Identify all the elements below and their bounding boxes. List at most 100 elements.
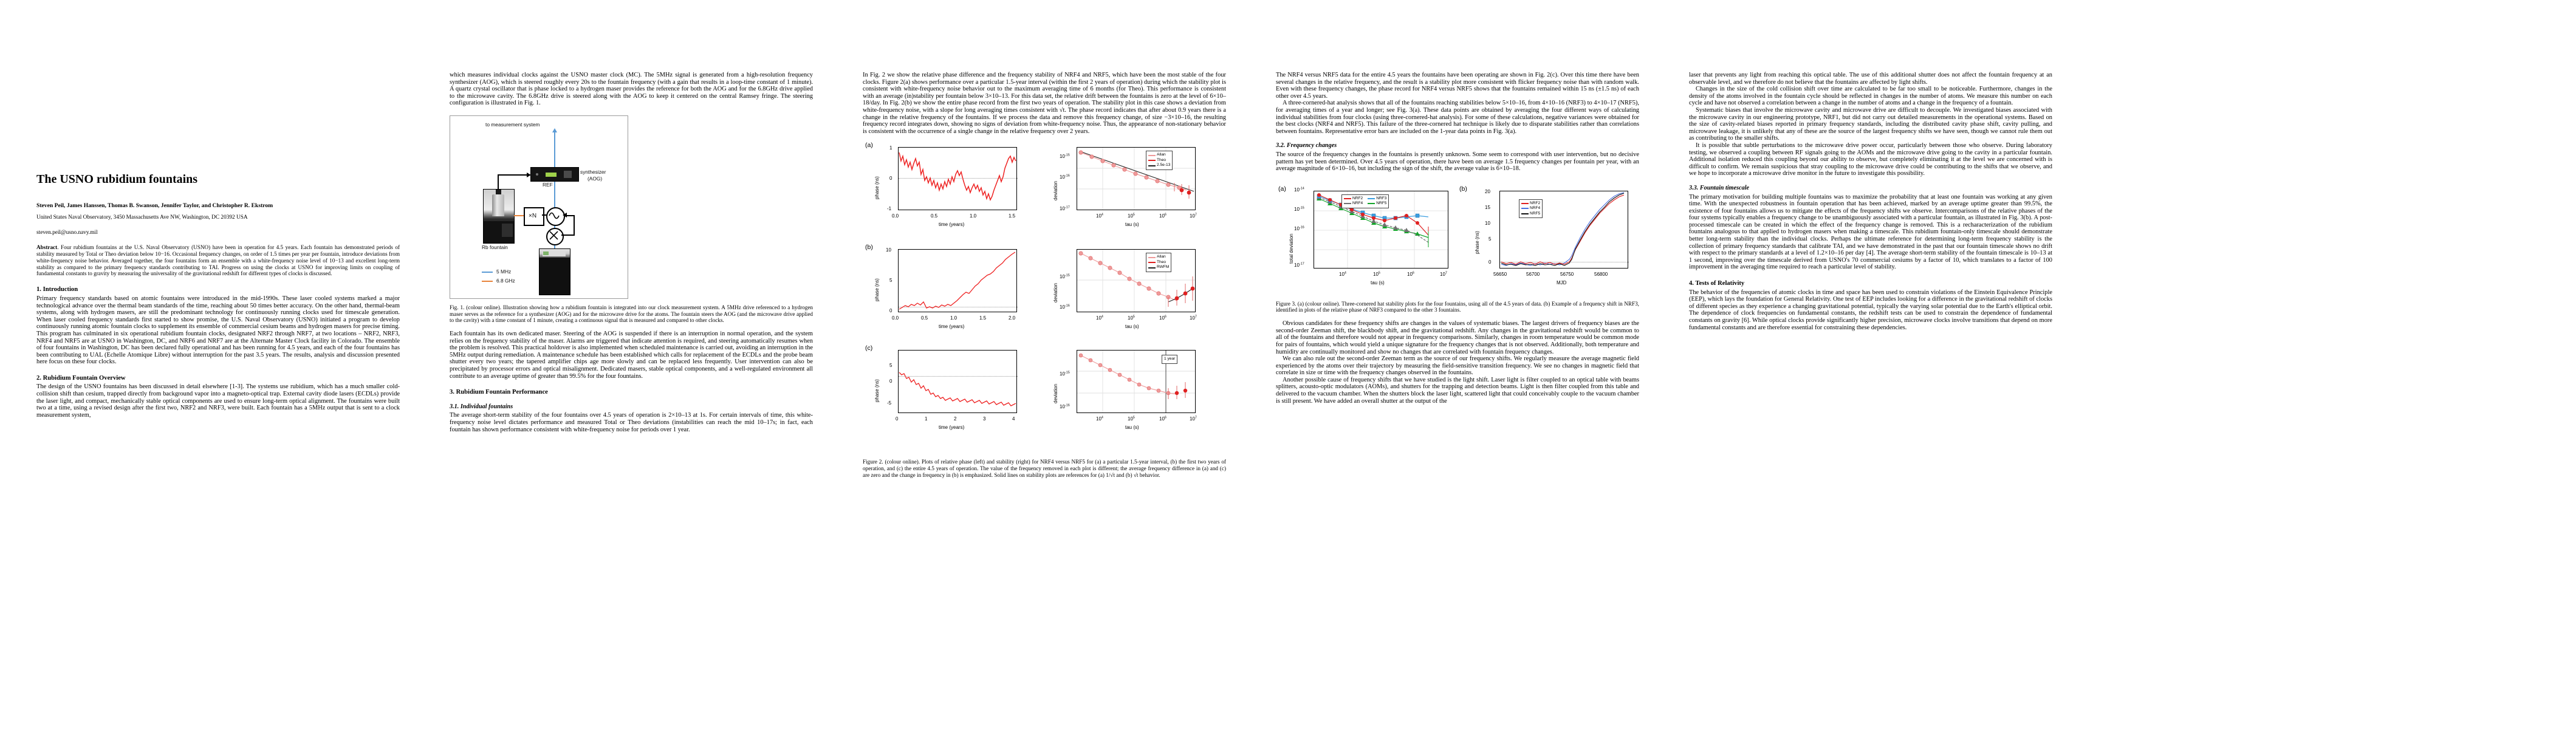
fig2b-dev-ylabel: deviation [1053,283,1058,303]
page-title: The USNO rubidium fountains [36,173,198,186]
fig1-mixer-symbol [546,227,564,245]
fig2b-legend-label-rwfm: RWFM [1157,265,1170,270]
col5-paragraph-1: laser that prevents any light from reach… [1689,72,2052,86]
fig1-legend-label-68ghz: 6.8 GHz [496,277,515,284]
fig3a-ytick-1: 10-14 [1294,187,1304,193]
fig2b-dev-xtick-2: 105 [1128,315,1135,321]
fig3a-panel-label: (a) [1278,185,1286,193]
fig3a-legend-swatch-nrf3 [1368,197,1375,199]
fig3b-ytick-3: 10 [1485,220,1490,226]
fig3a-xtick-3: 106 [1407,271,1414,277]
col5-paragraph-5: The primary motivation for building mult… [1689,193,2052,271]
fig2b-xtick-2: 0.5 [921,315,928,321]
fig1-up-arrow-icon [552,128,557,132]
fig2a-legend-label-allan: Allan [1157,152,1166,157]
fig2a-legend-swatch-allan [1148,154,1156,156]
fig2a-xtick-3: 1.0 [970,213,977,219]
fig3b-xtick-1: 56650 [1493,271,1507,277]
fig1-line-68ghz [514,214,524,216]
section-heading-performance: 3. Rubidium Fountain Performance [450,389,548,396]
col4-paragraph-2: A three-cornered-hat analysis shows that… [1276,100,1639,135]
fig3a-ytick-4: 10-17 [1294,262,1304,268]
fig2b-dev-ytick-2: 10-16 [1060,304,1070,310]
fig2c-phase-axes [898,350,1018,414]
fig3a-legend-label-nrf2: NRF2 [1352,196,1363,200]
fig2b-deviation-axes [1077,249,1196,313]
fig1-line-fountain-to-synth [498,174,528,176]
fig1-synth-label-line2: (AOG) [587,175,603,182]
fig2a-xtick-1: 0.0 [892,213,899,219]
fig1-legend-swatch-68ghz [482,280,493,282]
figure-2: (a) phase (ns) 1 0 -1 0.0 0.5 1.0 1.5 ti… [863,142,1226,453]
fig2b-ylabel: phase (ns) [874,278,880,302]
fig3b-ytick-2: 15 [1485,204,1490,210]
fig1-ref-label: REF [543,181,553,188]
fig2c-legend: 1 year [1162,355,1178,364]
fig1-line-fountain-up [498,174,499,190]
fig1-left-arrow-icon [563,212,567,217]
fig2c-xtick-5: 4 [1012,416,1015,422]
fig3a-legend-label-nrf5: NRF5 [1376,201,1387,206]
fig3a-legend-swatch-nrf4 [1344,203,1351,205]
fig2b-dev-ytick-1: 10-15 [1060,273,1070,280]
fig2a-xlabel: time (years) [939,222,965,228]
fig2c-ytick-2: 0 [889,378,892,385]
figure-1-caption-label: Fig. 1. [450,304,465,310]
fig2c-dev-xtick-1: 104 [1096,416,1103,422]
fig3a-legend: NRF2 NRF4 NRF3 NRF5 [1341,194,1389,208]
fig2c-xlabel: time (years) [939,425,965,431]
fig2a-dev-ytick-2: 10-16 [1060,174,1070,180]
fig3a-xtick-2: 105 [1373,271,1380,277]
abstract: Abstract. Four rubidium fountains at the… [36,244,400,278]
col5-paragraph-3: Systematic biases that involve the micro… [1689,106,2052,142]
fig2a-legend-label-slope: 2.5e-13 [1157,163,1171,168]
fig2b-legend-label-theo: Theo [1157,259,1166,264]
col2-paragraph-1: which measures individual clocks against… [450,72,813,107]
fig2a-phase-axes [898,147,1018,211]
fig1-maser-photo [539,248,570,295]
col3-paragraph-1: In Fig. 2 we show the relative phase dif… [863,72,1226,135]
figure-2-caption-text: (colour online). Plots of relative phase… [863,459,1226,478]
fig1-top-label: to measurement system [485,121,540,128]
overview-paragraph: The design of the USNO fountains has bee… [36,383,400,419]
fig3b-legend-label-nrf2: NRF2 [1530,200,1541,205]
fig2b-legend-swatch-rwfm [1148,267,1156,269]
figure-3-caption-label: Figure 3. [1276,300,1297,307]
fig1-right-arrow-icon [527,172,531,177]
fig1-fountain-label: Rb fountain [482,244,508,250]
fig2a-dev-ytick-3: 10-17 [1060,205,1070,212]
fig2c-ytick-3: -5 [887,400,892,406]
fig2b-phase-axes [898,249,1018,313]
fig2b-legend-swatch-theo [1148,262,1156,264]
fig2a-xtick-4: 1.5 [1009,213,1016,219]
figure-3: (a) [1276,181,1639,295]
fig2a-dev-xtick-3: 106 [1159,213,1166,219]
col4-paragraph-3: The source of the frequency changes in t… [1276,151,1639,173]
section-heading-introduction: 1. Introduction [36,286,78,293]
fig2a-panel-label: (a) [865,142,873,149]
col5-paragraph-4: It is possible that subtle perturbations… [1689,142,2052,177]
column-3: In Fig. 2 we show the relative phase dif… [863,0,1226,478]
fig2b-xtick-1: 0.0 [892,315,899,321]
fig2c-xtick-3: 2 [954,416,957,422]
fig2b-ytick-2: 5 [889,278,892,284]
fig2b-dev-xtick-4: 107 [1190,315,1197,321]
column-2: which measures individual clocks against… [450,0,813,433]
fig2b-xlabel: time (years) [939,324,965,330]
fig2a-dev-xtick-4: 107 [1190,213,1197,219]
fig3b-ylabel: phase (ns) [1475,230,1480,254]
fig1-legend-label-5mhz: 5 MHz [496,268,512,275]
fig3b-xlabel: MJD [1557,279,1567,286]
subsection-heading-frequency-changes: 3.2. Frequency changes [1276,142,1337,149]
figure-2-caption: Figure 2. (colour online). Plots of rela… [863,459,1226,478]
fig2a-dev-xlabel: tau (s) [1125,222,1139,228]
fig2a-ytick-3: -1 [887,206,892,212]
fig2b-legend-swatch-allan [1148,256,1156,258]
fig2a-ytick-1: 1 [889,145,892,151]
fig1-synthesizer-unit [530,166,579,182]
subsection-heading-individual: 3.1. Individual fountains [450,403,513,410]
fig2c-dev-xlabel: tau (s) [1125,425,1139,431]
figure-3-caption-text: (a) (colour online). Three-cornered hat … [1276,300,1639,313]
fig1-line-5mhz-main [554,131,555,253]
fig3b-legend: NRF2 NRF4 NRF5 [1519,199,1543,219]
